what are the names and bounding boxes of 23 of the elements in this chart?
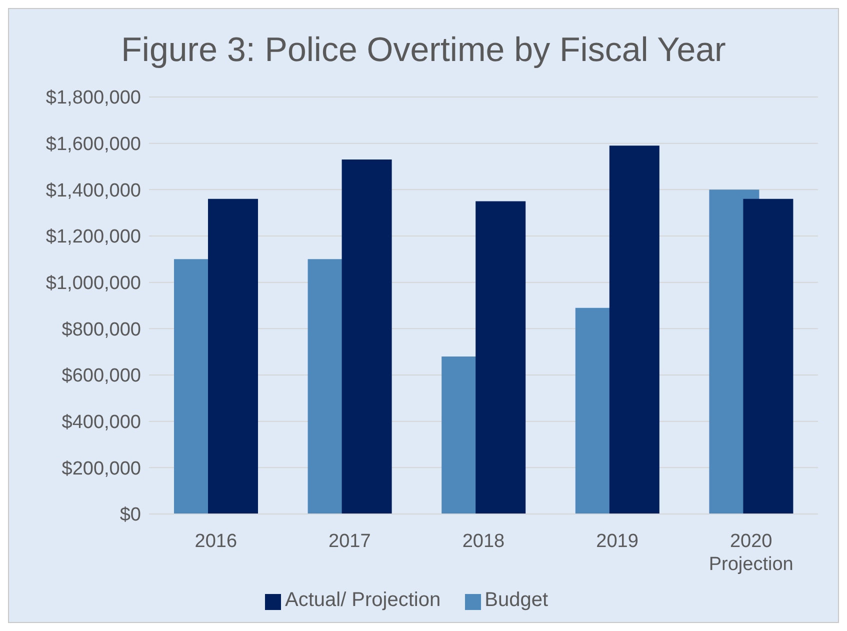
legend-label: Budget [484,589,548,611]
bar [743,198,794,514]
y-tick-label: $0 [120,504,141,526]
y-tick-label: $800,000 [62,319,141,340]
y-tick-label: $1,200,000 [46,226,141,248]
x-tick-label: 2020 Projection [708,531,794,575]
y-tick-label: $1,400,000 [46,180,141,202]
y-tick-label: $1,800,000 [46,88,141,109]
x-tick-label: 2017 [328,531,371,552]
chart-title: Figure 3: Police Overtime by Fiscal Year [120,30,727,69]
bar [609,146,660,514]
y-tick-label: $1,600,000 [46,134,141,156]
x-tick-label: 2019 [596,531,638,552]
y-tick-label: $200,000 [62,458,141,480]
legend-label: Actual/ Projection [284,589,441,611]
bar [342,160,392,514]
bar [208,198,258,514]
y-tick-label: $400,000 [62,412,141,434]
bar [476,201,526,514]
y-tick-label: $1,000,000 [46,273,141,294]
y-tick-label: $600,000 [62,366,141,387]
x-tick-label: 2018 [462,531,505,552]
x-tick-label: 2016 [194,531,238,552]
